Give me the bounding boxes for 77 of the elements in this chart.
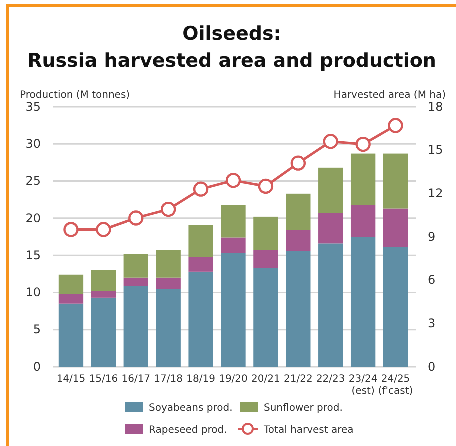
bar bbox=[318, 244, 344, 367]
y-axis-title: Production (M tonnes) bbox=[20, 90, 130, 101]
bar bbox=[124, 254, 148, 278]
bar bbox=[254, 268, 278, 367]
y2-tick-label: 0 bbox=[428, 360, 436, 374]
bar bbox=[221, 253, 246, 367]
y-tick-label: 25 bbox=[26, 174, 41, 188]
bar bbox=[221, 238, 246, 254]
point bbox=[96, 222, 112, 238]
x-tick-label: 20/21 bbox=[252, 374, 280, 385]
bar bbox=[350, 154, 376, 206]
bar bbox=[91, 298, 116, 367]
x-tick-label: 22/23 bbox=[316, 374, 346, 385]
bar bbox=[124, 286, 148, 367]
y2-tick-label: 12 bbox=[428, 186, 444, 201]
y-tick-label: 15 bbox=[26, 248, 41, 262]
legend-label: Sunflower prod. bbox=[264, 403, 343, 414]
bar bbox=[58, 304, 84, 367]
x-tick-label: 18/19 bbox=[186, 374, 216, 385]
point bbox=[356, 136, 371, 152]
bar bbox=[156, 278, 181, 289]
bar bbox=[254, 250, 278, 268]
bar bbox=[286, 194, 311, 230]
x-tick-label: 24/25 (f'cast) bbox=[378, 374, 414, 397]
point bbox=[388, 118, 404, 134]
chart-title: Oilseeds: Russia harvested area and production bbox=[28, 23, 436, 72]
x-tick-label: 19/20 bbox=[219, 374, 248, 385]
y-tick-label: 10 bbox=[26, 286, 41, 300]
legend-label: Rapeseed prod. bbox=[149, 425, 228, 436]
x-tick-label: 23/24 (est) bbox=[348, 374, 378, 397]
y-tick-label: 20 bbox=[26, 211, 41, 226]
x-tick-label: 21/22 bbox=[284, 374, 313, 385]
y-tick-label: 35 bbox=[26, 100, 41, 114]
bar bbox=[221, 205, 246, 238]
bar bbox=[350, 205, 376, 237]
point bbox=[258, 178, 274, 194]
x-tick-label: 16/17 bbox=[122, 374, 151, 385]
y2-axis-title: Harvested area (M ha) bbox=[334, 90, 446, 101]
bar bbox=[383, 208, 408, 248]
point bbox=[160, 202, 176, 218]
bar bbox=[91, 291, 116, 298]
bar bbox=[58, 274, 84, 294]
y-tick-label: 0 bbox=[33, 360, 41, 374]
bar bbox=[286, 251, 311, 367]
bar bbox=[383, 247, 408, 367]
bar bbox=[383, 154, 408, 209]
y-tick-label: 5 bbox=[33, 322, 41, 337]
y2-tick-label: 15 bbox=[428, 143, 444, 158]
bar bbox=[286, 230, 311, 252]
point bbox=[128, 210, 144, 226]
bar bbox=[318, 168, 344, 214]
legend-label: Soyabeans prod. bbox=[149, 403, 233, 414]
bar bbox=[188, 257, 214, 272]
bar bbox=[58, 294, 84, 304]
bar bbox=[156, 250, 181, 278]
point bbox=[193, 182, 209, 197]
point bbox=[64, 222, 79, 238]
legend-label: Total harvest area bbox=[263, 425, 354, 436]
point bbox=[226, 173, 242, 188]
y2-tick-label: 3 bbox=[428, 316, 436, 331]
bar bbox=[91, 270, 116, 292]
bar bbox=[254, 216, 278, 250]
bar bbox=[318, 213, 344, 244]
point bbox=[290, 156, 306, 171]
x-tick-label: 14/15 bbox=[56, 374, 86, 385]
bar bbox=[124, 278, 148, 286]
y2-tick-label: 9 bbox=[428, 230, 436, 244]
bar bbox=[156, 289, 181, 367]
y-tick-label: 30 bbox=[26, 136, 41, 151]
bar bbox=[188, 225, 214, 258]
x-tick-label: 17/18 bbox=[154, 374, 184, 385]
bar bbox=[188, 272, 214, 367]
point bbox=[323, 134, 338, 150]
y2-tick-label: 18 bbox=[428, 100, 444, 114]
bar bbox=[350, 237, 376, 367]
y2-tick-label: 6 bbox=[428, 273, 436, 288]
x-tick-label: 15/16 bbox=[89, 374, 118, 385]
